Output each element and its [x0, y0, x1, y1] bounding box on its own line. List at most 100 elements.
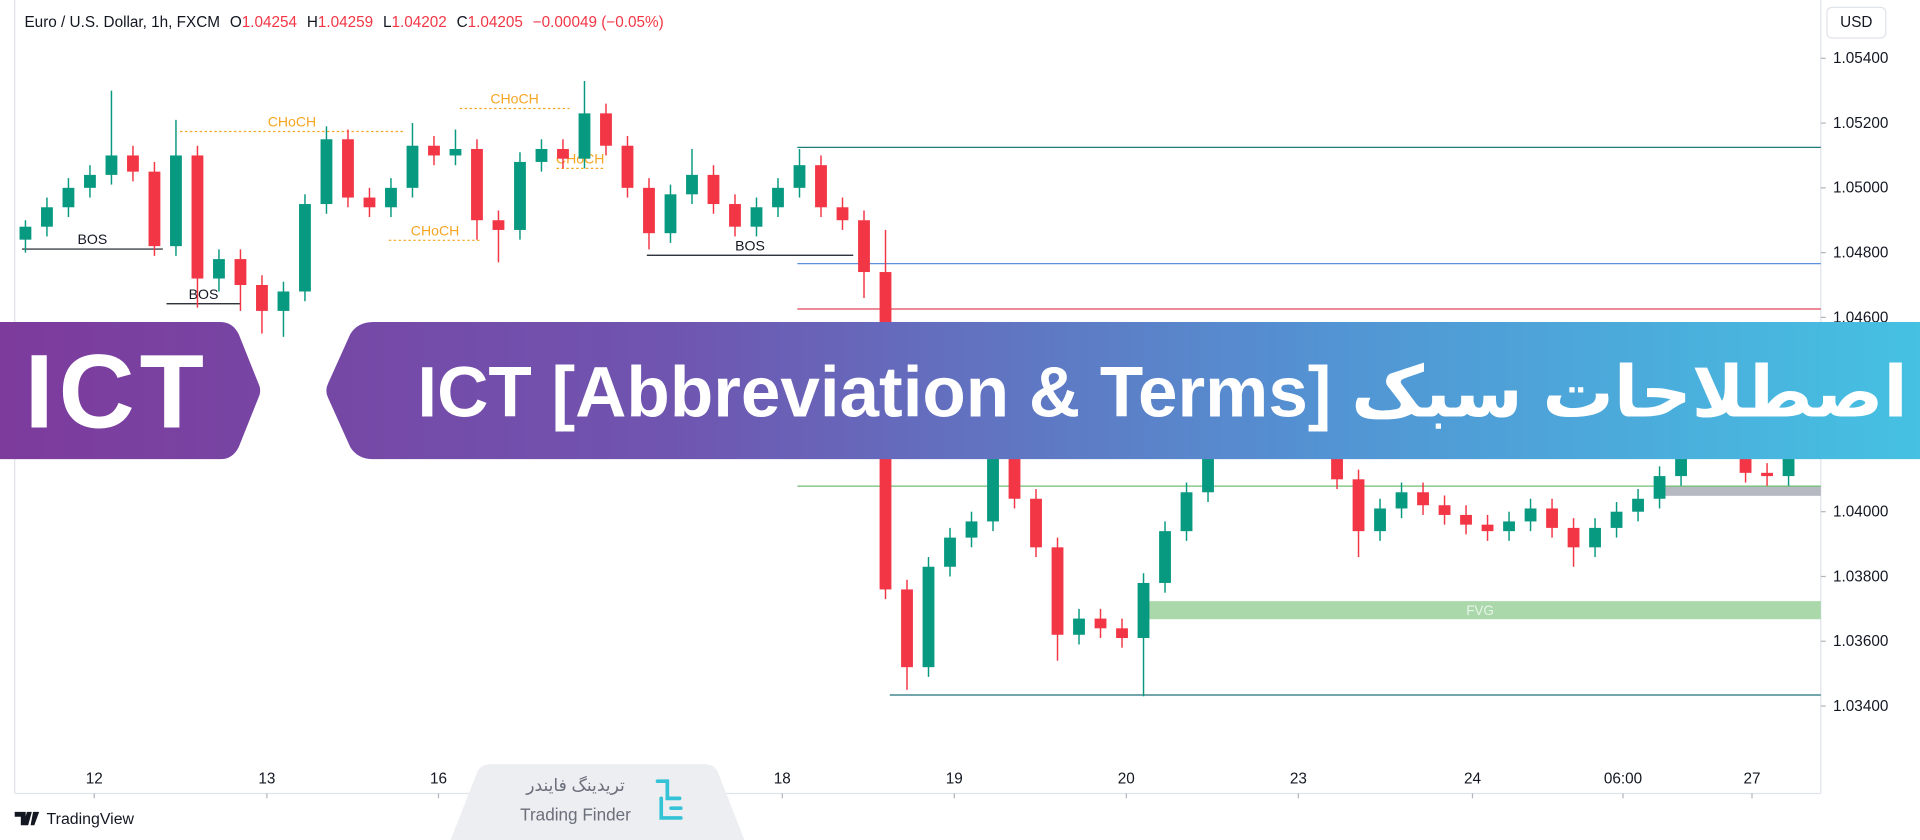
candle-body [1653, 476, 1666, 499]
banner-left-title: ICT [24, 333, 208, 450]
candle-body [1761, 472, 1773, 477]
candle-body [578, 113, 591, 159]
watermark-logo [655, 779, 683, 820]
candle-body [406, 145, 419, 188]
ohlc-value: 1.04205 [468, 14, 523, 31]
candle-body [1567, 527, 1580, 548]
y-tick-label: 1.04600 [1833, 309, 1888, 326]
ohlc-key: C [457, 14, 468, 31]
x-tick-label: 20 [1118, 771, 1135, 788]
ohlc-value: 1.04254 [242, 14, 298, 31]
candle-body [1051, 547, 1064, 635]
watermark-en: Trading Finder [520, 804, 631, 824]
y-tick-label: 1.05400 [1833, 50, 1888, 67]
currency-box[interactable] [1826, 6, 1887, 39]
candle-body [664, 194, 677, 234]
candle-body [41, 207, 53, 227]
watermark: تریدینگ فایندر Trading Finder [450, 764, 745, 840]
x-tick-label: 23 [1290, 771, 1307, 788]
candle-body [213, 259, 225, 279]
structure-label: CHoCH [411, 222, 460, 238]
y-tick-label: 1.05000 [1833, 180, 1888, 197]
candle-body [1180, 492, 1193, 532]
candle-body [320, 139, 333, 205]
candle-body [1395, 492, 1408, 509]
candle-body [535, 148, 548, 162]
candle-body [19, 226, 32, 240]
candle-body [621, 145, 634, 188]
candle-body [707, 174, 720, 205]
candle-body [492, 220, 505, 230]
zone [1139, 601, 1821, 620]
tradingview-logo: TradingView [14, 811, 135, 828]
candle-body [385, 187, 397, 208]
candle-body [858, 220, 870, 273]
structure-label: CHoCH [490, 91, 539, 107]
candle-body [793, 165, 806, 188]
ohlc-key: O [230, 14, 242, 31]
candle-body [514, 161, 526, 230]
structure-label: CHoCH [268, 114, 317, 130]
candle-body [600, 113, 612, 146]
watermark-plate [450, 764, 745, 840]
candle-body [1202, 443, 1214, 493]
candle-body [148, 171, 161, 247]
ohlc-key: L [383, 14, 392, 31]
x-tick-label: 12 [86, 771, 103, 788]
banner-right [326, 322, 1920, 460]
candle-body [342, 139, 354, 198]
x-tick-label: 16 [430, 771, 447, 788]
candle-body [62, 187, 75, 208]
symbol: Euro / U.S. Dollar, 1h, FXCM [24, 14, 220, 31]
candle-body [1589, 527, 1601, 548]
candle-body [686, 174, 698, 195]
x-tick-label: 06:00 [1604, 771, 1642, 788]
candle-body [901, 589, 913, 668]
candle-body [1503, 521, 1515, 532]
candle-body [836, 207, 849, 221]
candle-body [170, 155, 182, 247]
candle-body [557, 148, 569, 159]
x-tick-label: 19 [946, 771, 963, 788]
candle-body [84, 174, 96, 188]
candle-body [1632, 498, 1644, 512]
platform: TradingView [47, 811, 135, 828]
x-tick-label: 24 [1464, 771, 1482, 788]
candle-body [471, 148, 483, 221]
candle-body [191, 155, 204, 279]
zones: FVG [1139, 486, 1821, 620]
candle-body [277, 291, 290, 311]
structure-label: BOS [78, 231, 108, 247]
candle-body [1094, 618, 1107, 629]
structure-label: BOS [189, 286, 219, 302]
candle-body [772, 187, 784, 208]
zone-label: FVG [1466, 603, 1494, 618]
ohlc-value: 1.04259 [318, 14, 373, 31]
x-tick-label: 18 [774, 771, 791, 788]
candle-body [234, 259, 247, 286]
candle-body [1030, 498, 1042, 548]
x-tick-label: 27 [1744, 771, 1761, 788]
candle-body [127, 155, 139, 172]
candle-body [428, 145, 440, 156]
candle-body [363, 197, 376, 208]
candle-body [729, 204, 741, 227]
change: −0.00049 (−0.05%) [533, 14, 664, 31]
candle-body [1782, 450, 1795, 477]
banner-title: اصطلاحات سبک ICT [Abbreviation & Terms] [417, 353, 1907, 432]
watermark-fa: تریدینگ فایندر [525, 775, 625, 795]
currency[interactable]: USD [1840, 14, 1872, 31]
legend-header: Euro / U.S. Dollar, 1h, FXCM O1.04254 H1.0… [24, 14, 663, 31]
candle-body [1524, 508, 1537, 522]
candle-body [1417, 492, 1429, 506]
candle-body [987, 440, 999, 522]
candle-body [750, 207, 763, 227]
candle-body [922, 566, 935, 668]
candle-body [256, 285, 268, 311]
candle-body [1116, 628, 1128, 639]
zone [1655, 486, 1821, 496]
levels [797, 146, 1821, 696]
y-tick-label: 1.05200 [1833, 115, 1888, 132]
